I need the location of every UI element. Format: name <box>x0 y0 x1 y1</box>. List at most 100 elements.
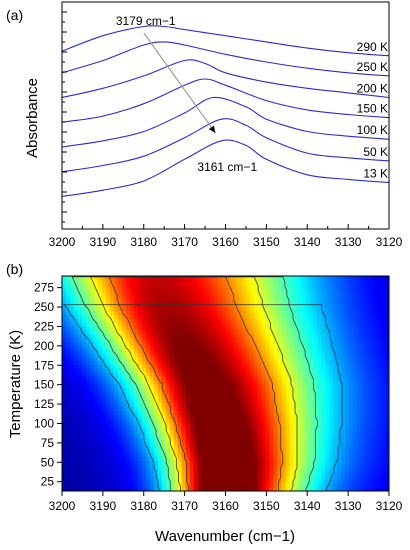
heat-cell <box>369 391 374 396</box>
heat-cell <box>189 371 195 377</box>
heat-cell <box>105 402 111 408</box>
heat-cell <box>297 483 302 488</box>
heat-cell <box>101 421 107 427</box>
heat-cell <box>341 360 346 365</box>
heat-cell <box>281 410 286 415</box>
heat-cell <box>161 425 167 431</box>
heat-cell <box>165 325 171 331</box>
heat-cell <box>225 479 231 484</box>
heat-cell <box>329 310 334 315</box>
heat-cell <box>221 437 227 442</box>
heat-cell <box>141 479 147 484</box>
heat-cell <box>97 310 103 315</box>
heat-cell <box>281 287 286 292</box>
heat-cell <box>149 371 155 377</box>
heat-cell <box>301 337 306 342</box>
heat-cell <box>341 406 346 411</box>
heat-cell <box>229 464 235 469</box>
heat-cell <box>129 364 135 369</box>
heat-cell <box>197 325 203 331</box>
heat-cell <box>361 383 366 388</box>
heat-cell <box>133 429 139 435</box>
heat-cell <box>273 387 278 392</box>
heat-cell <box>273 375 278 381</box>
heat-cell <box>309 356 314 362</box>
heat-cell <box>121 398 127 404</box>
heat-cell <box>69 487 75 491</box>
heat-cell <box>129 437 135 442</box>
heat-cell <box>269 375 274 381</box>
heat-cell <box>213 467 219 473</box>
heat-cell <box>277 375 282 381</box>
heat-cell <box>62 456 67 461</box>
heat-cell <box>141 429 147 435</box>
heat-cell <box>249 333 255 339</box>
heat-cell <box>121 433 127 438</box>
heat-cell <box>213 356 219 362</box>
heat-cell <box>329 295 334 300</box>
heat-cell <box>349 448 354 454</box>
heat-cell <box>113 414 119 419</box>
heat-cell <box>329 371 334 377</box>
heat-cell <box>365 402 370 408</box>
heat-cell <box>345 395 350 400</box>
heat-cell <box>97 460 103 465</box>
heat-cell <box>325 448 330 454</box>
heat-cell <box>77 348 83 354</box>
heat-cell <box>85 329 91 335</box>
heat-cell <box>65 429 71 435</box>
heat-cell <box>241 333 247 339</box>
heat-cell <box>249 306 255 312</box>
heat-cell <box>93 375 99 381</box>
heat-cell <box>205 379 211 385</box>
heat-cell <box>325 429 330 435</box>
heat-cell <box>157 329 163 335</box>
heat-cell <box>249 487 255 491</box>
heat-cell <box>317 444 322 450</box>
heat-cell <box>361 299 366 304</box>
heat-cell <box>325 368 330 373</box>
heat-cell <box>201 437 207 442</box>
heat-cell <box>289 467 294 473</box>
heat-cell <box>89 375 95 381</box>
heat-cell <box>281 279 286 285</box>
heat-cell <box>193 348 199 354</box>
heat-cell <box>133 371 139 377</box>
heat-cell <box>81 325 87 331</box>
heat-cell <box>197 306 203 312</box>
heat-cell <box>193 429 199 435</box>
heat-cell <box>101 433 107 438</box>
heat-cell <box>289 391 294 396</box>
heat-cell <box>377 310 382 315</box>
heat-cell <box>62 437 67 442</box>
heat-cell <box>73 441 79 446</box>
heat-cell <box>225 471 231 477</box>
heat-cell <box>213 337 219 342</box>
heat-cell <box>213 360 219 365</box>
heat-cell <box>121 391 127 396</box>
heat-cell <box>137 318 143 323</box>
heat-cell <box>173 383 179 388</box>
heat-cell <box>197 333 203 339</box>
heat-cell <box>341 352 346 358</box>
heat-cell <box>149 402 155 408</box>
heat-cell <box>89 341 95 346</box>
heat-cell <box>233 283 239 289</box>
heat-cell <box>229 406 235 411</box>
heat-cell <box>97 337 103 342</box>
heat-cell <box>305 452 310 458</box>
heat-cell <box>265 410 270 415</box>
heat-cell <box>89 418 95 423</box>
heat-cell <box>293 299 298 304</box>
heat-cell <box>77 471 83 477</box>
heat-cell <box>165 421 171 427</box>
heat-cell <box>361 345 366 350</box>
heat-cell <box>341 375 346 381</box>
heat-cell <box>321 295 326 300</box>
heat-cell <box>285 325 290 331</box>
heat-cell <box>121 464 127 469</box>
heat-cell <box>233 329 239 335</box>
heat-cell <box>305 314 310 319</box>
heat-cell <box>353 360 358 365</box>
heat-cell <box>281 402 286 408</box>
